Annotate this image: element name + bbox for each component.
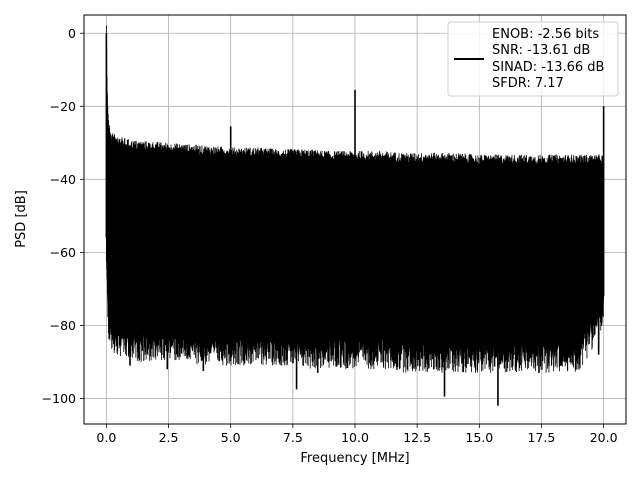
x-tick-label: 5.0 xyxy=(221,430,241,445)
dip-lines xyxy=(129,286,600,406)
legend-box xyxy=(447,21,619,97)
plot-area xyxy=(105,25,605,406)
legend: ENOB: -2.56 bits SNR: -13.61 dB SINAD: -… xyxy=(447,21,619,97)
x-tick-label: 17.5 xyxy=(528,430,556,445)
x-tick-label: 12.5 xyxy=(403,430,431,445)
x-tick-label: 7.5 xyxy=(283,430,303,445)
y-tick-label: −60 xyxy=(50,245,76,260)
y-axis-ticks: 0 −20 −40 −60 −80 −100 xyxy=(42,26,84,406)
x-tick-label: 0.0 xyxy=(96,430,116,445)
y-tick-label: −80 xyxy=(50,318,76,333)
legend-text-enob: ENOB: -2.56 bits xyxy=(492,27,599,42)
y-tick-label: −100 xyxy=(42,391,76,406)
legend-text-sinad: SINAD: -13.66 dB xyxy=(492,60,604,75)
y-tick-label: −40 xyxy=(50,172,76,187)
x-axis-label: Frequency [MHz] xyxy=(300,451,409,466)
y-tick-label: −20 xyxy=(50,99,76,114)
x-tick-label: 20.0 xyxy=(590,430,618,445)
x-tick-label: 2.5 xyxy=(159,430,179,445)
x-tick-label: 10.0 xyxy=(341,430,369,445)
legend-text-sfdr: SFDR: 7.17 xyxy=(492,76,564,91)
x-axis-ticks: 0.0 2.5 5.0 7.5 10.0 12.5 15.0 17.5 20.0 xyxy=(96,424,618,445)
y-tick-label: 0 xyxy=(68,26,76,41)
x-tick-label: 15.0 xyxy=(465,430,493,445)
legend-text-snr: SNR: -13.61 dB xyxy=(492,43,590,58)
y-axis-label: PSD [dB] xyxy=(14,190,29,248)
spur-lines xyxy=(105,33,605,337)
